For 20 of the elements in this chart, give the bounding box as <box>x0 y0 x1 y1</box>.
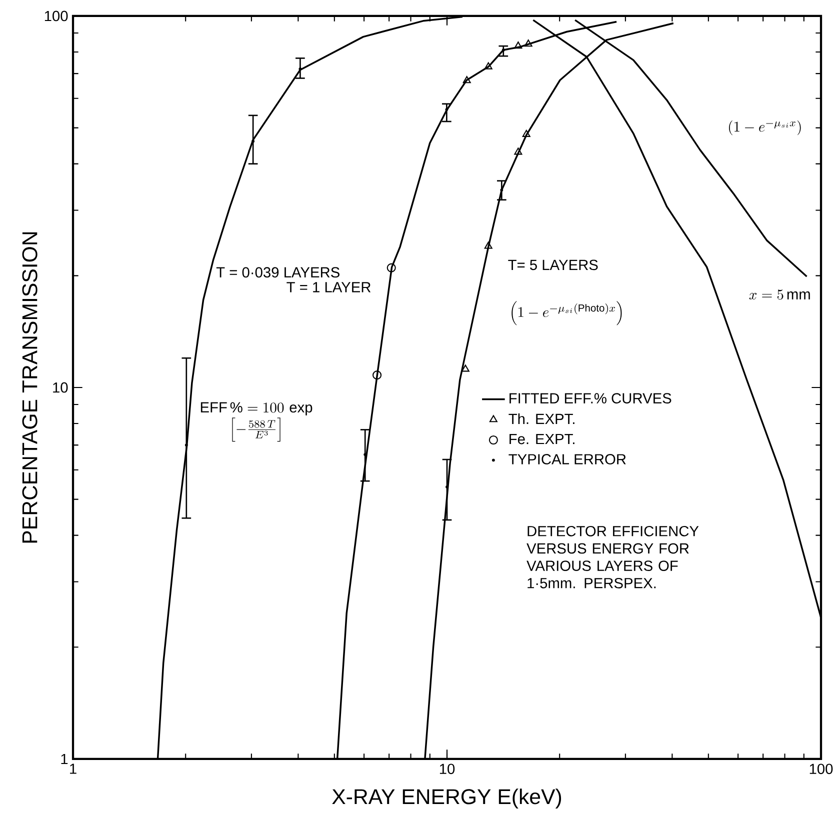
y-tick-label: 10 <box>53 382 68 393</box>
x-tick-label: 10 <box>440 764 455 774</box>
x-tick-label: 1 <box>70 764 76 774</box>
legend-label: Fe. EXPT. <box>510 434 574 444</box>
y-axis-title: PERCENTAGE TRANSMISSION <box>22 232 38 543</box>
annotation: T= 5 LAYERS <box>508 260 598 270</box>
legend-label: FITTED EFF.% CURVES <box>510 393 672 404</box>
y-tick-label: 100 <box>44 10 68 22</box>
x-tick-label: 100 <box>810 764 833 774</box>
annotation: $x=5\,\mathrm{mm}$ <box>749 290 810 300</box>
annotation: T = 1 LAYER <box>286 282 371 292</box>
legend-label: Th. EXPT. <box>508 413 574 424</box>
annotation: DETECTOR EFFICIENCY VERSUS ENERGY FOR VARIOUS LAYERS OF 1·5mm. PERSPEX. <box>526 526 699 588</box>
x-axis-title: X-RAY ENERGY E(keV) <box>332 788 562 808</box>
y-tick-label: 1 <box>61 754 68 764</box>
legend-label: TYPICAL ERROR <box>508 454 626 464</box>
annotation: $\left(1-e^{-\mu_{si}(\mathrm{Photo})x}\right)$ <box>512 301 622 326</box>
annotation: T = 0·039 LAYERS <box>216 267 340 278</box>
annotation: $\left(1-e^{-\mu_{si}x}\right)$ <box>729 120 801 136</box>
annotation: $\begin{array}{c}\mathrm{EFF}\,\% = 100\,\exp\\ \left[-\frac{588\,T}{E^{3}}\right]\end{array}$ <box>200 402 312 442</box>
